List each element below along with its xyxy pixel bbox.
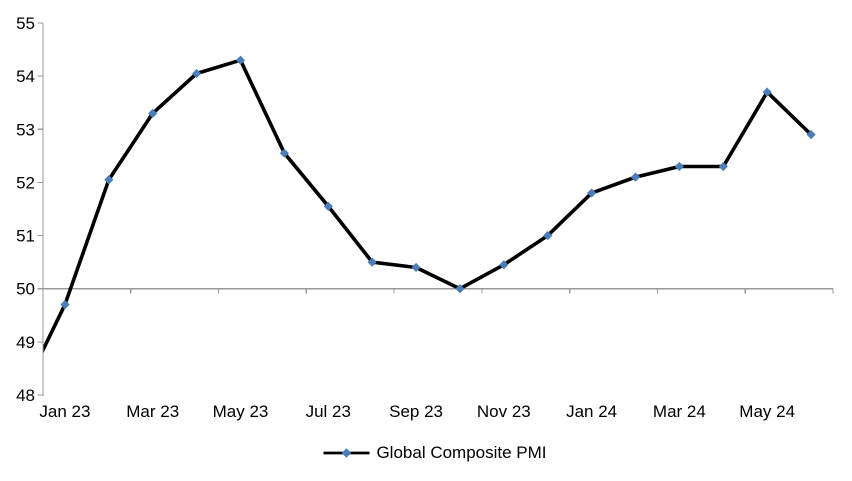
- pmi-data-point-marker: [104, 175, 114, 185]
- pmi-data-point-marker: [587, 188, 597, 198]
- pmi-data-point-marker: [499, 260, 509, 270]
- series-group: [43, 55, 816, 353]
- pmi-data-point-marker: [323, 201, 333, 211]
- pmi-data-point-marker: [455, 284, 465, 294]
- pmi-data-point-marker: [148, 108, 158, 118]
- y-axis-tick-label: 52: [16, 173, 35, 192]
- y-axis-tick-label: 53: [16, 120, 35, 139]
- pmi-data-point-marker: [543, 230, 553, 241]
- x-axis-tick-label: Nov 23: [477, 402, 531, 421]
- pmi-data-point-marker: [806, 130, 816, 140]
- x-axis-tick-label: Mar 24: [653, 402, 706, 421]
- x-axis-tick-label: Jul 23: [306, 402, 351, 421]
- x-axis-tick-label: May 24: [739, 402, 795, 421]
- y-axis-tick-label: 49: [16, 333, 35, 352]
- pmi-data-point-marker: [718, 161, 728, 172]
- pmi-data-point-marker: [630, 172, 641, 182]
- y-axis-tick-label: 48: [16, 386, 35, 405]
- legend: Global Composite PMI: [323, 443, 547, 463]
- x-axis-tick-label: Mar 23: [126, 402, 179, 421]
- pmi-data-point-marker: [192, 68, 202, 79]
- y-axis-tick-label: 54: [16, 67, 35, 86]
- pmi-data-point-marker: [762, 87, 772, 97]
- pmi-data-point-marker: [60, 300, 70, 310]
- y-axis-tick-label: 51: [16, 227, 35, 246]
- x-axis-tick-label: Jan 24: [566, 402, 617, 421]
- legend-label: Global Composite PMI: [376, 443, 547, 462]
- y-axis-tick-label: 50: [16, 280, 35, 299]
- y-axis-tick-label: 55: [16, 14, 35, 33]
- x-axis-tick-label: Jan 23: [39, 402, 90, 421]
- pmi-data-point-marker: [235, 55, 246, 65]
- legend-line-marker-icon: [323, 448, 370, 458]
- pmi-data-point-marker: [279, 148, 289, 158]
- x-axis-tick-label: May 23: [213, 402, 269, 421]
- pmi-series-line: [43, 58, 813, 353]
- pmi-data-point-marker: [411, 262, 421, 273]
- pmi-data-point-marker: [674, 161, 684, 172]
- x-axis-tick-label: Sep 23: [389, 402, 443, 421]
- pmi-data-point-marker: [367, 257, 377, 267]
